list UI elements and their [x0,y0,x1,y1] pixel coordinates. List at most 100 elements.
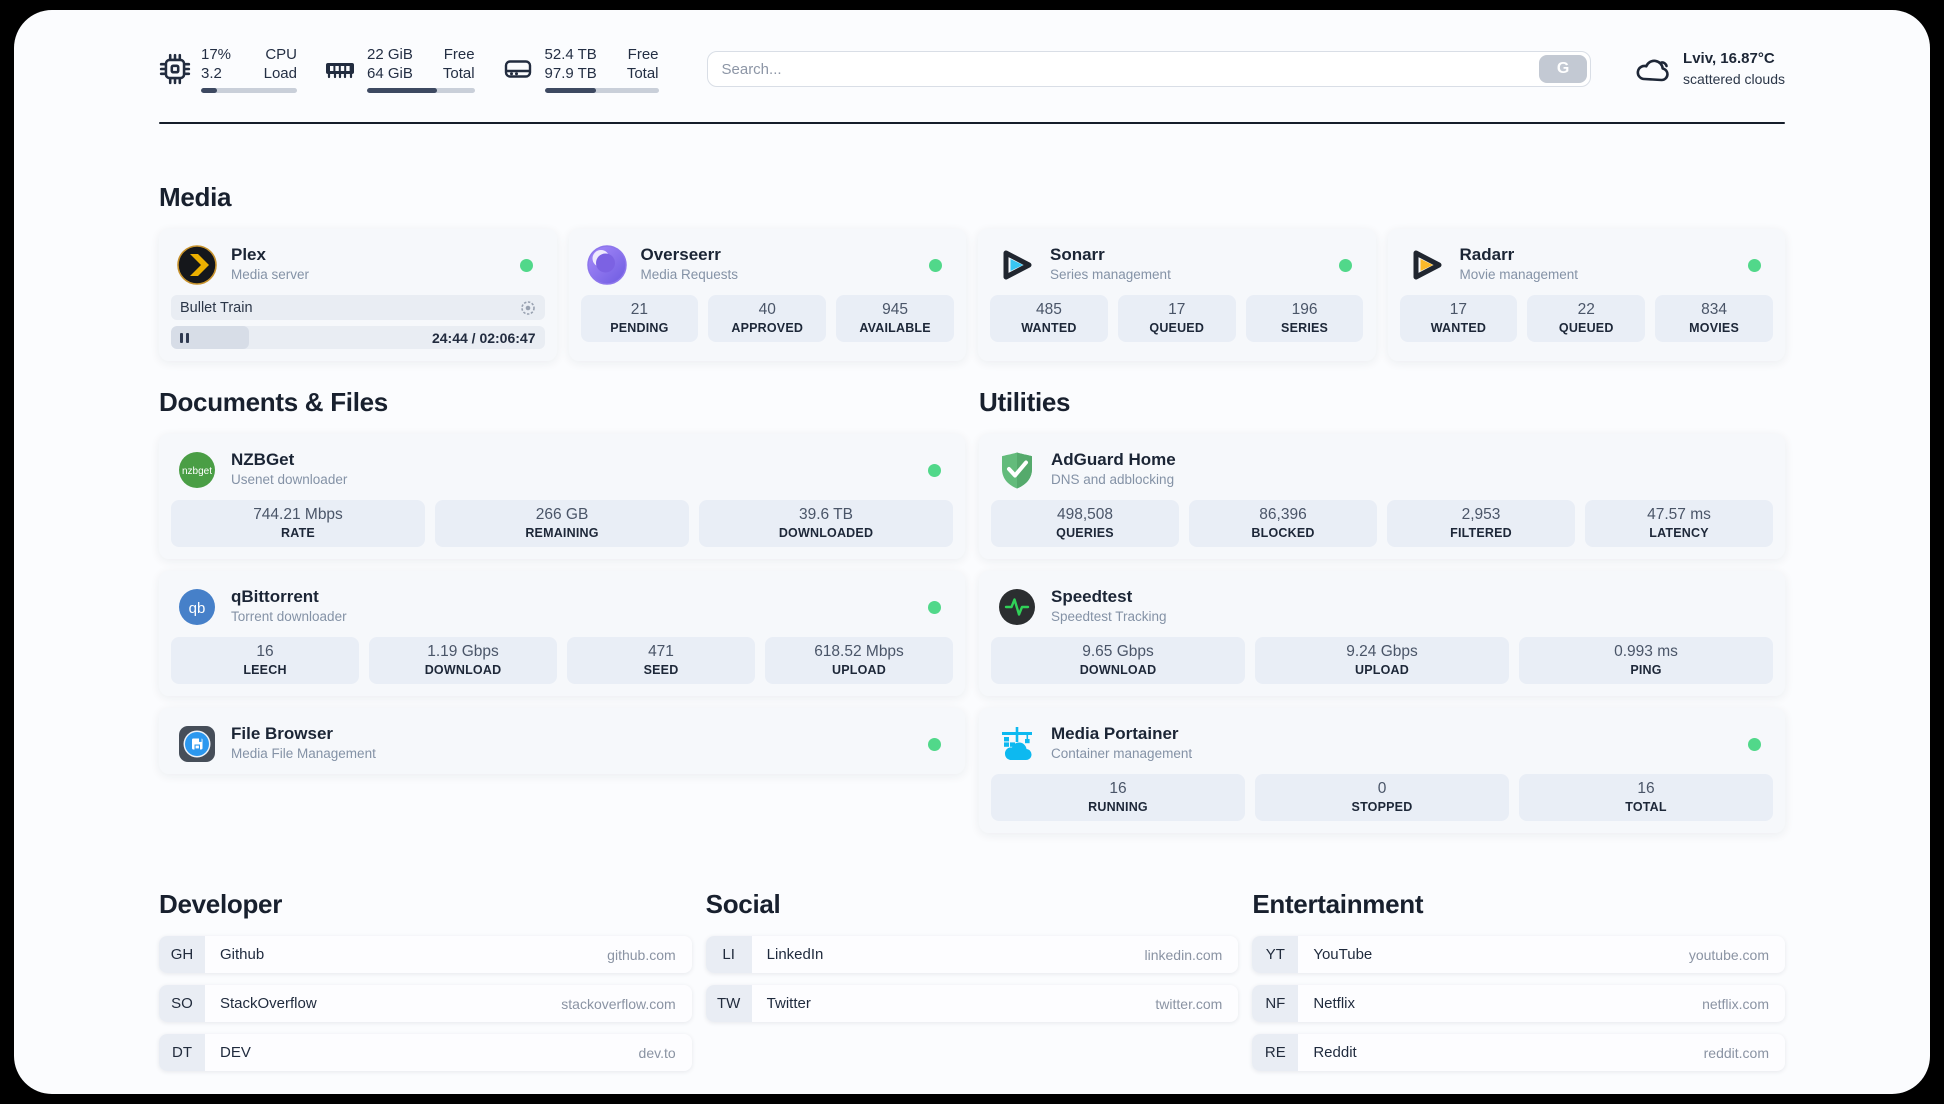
status-online-dot [928,600,941,614]
speedtest-icon [999,589,1035,625]
ram-total-label: Total [442,65,475,82]
app-card-qbittorrent[interactable]: qb qBittorrent Torrent downloader 16 [159,571,965,696]
app-description: Speedtest Tracking [1051,609,1167,624]
stat-value: 945 [882,300,908,318]
link-name: Twitter [766,995,811,1012]
stat-value: 9.65 Gbps [1082,642,1154,660]
stat-label: DOWNLOAD [424,662,502,677]
app-card-portainer[interactable]: Media Portainer Container management 16 … [979,708,1785,833]
link-row-reddit[interactable]: RE Reddit reddit.com [1252,1034,1785,1071]
cloud-icon [1636,59,1669,82]
stat-box: 22 QUEUED [1527,295,1646,342]
ram-free-label: Free [443,46,475,63]
status-online-dot [928,737,941,751]
stat-value: 17 [1168,300,1186,318]
stat-box: 744.21 Mbps RATE [171,500,425,547]
disk-free-value: 52.4 TB [544,46,597,63]
stat-box: 86,396 BLOCKED [1189,500,1377,547]
stat-value: 471 [648,642,674,660]
stat-box: 834 MOVIES [1655,295,1773,342]
documents-column: Documents & Files nzbget NZBGet Usenet d… [159,387,965,833]
status-online-dot [1338,258,1352,272]
cpu-load-label: Load [263,65,297,82]
stat-label: SERIES [1281,320,1329,335]
dashboard-page: 17% 3.2 CPU Load [14,10,1930,1094]
link-row-dev[interactable]: DT DEV dev.to [159,1034,692,1071]
app-card-sonarr[interactable]: Sonarr Series management 485 WANTED 17 Q… [978,229,1376,361]
session-icon[interactable] [520,300,536,316]
app-name: Radarr [1459,245,1515,264]
link-row-netflix[interactable]: NF Netflix netflix.com [1252,985,1785,1022]
app-description: Torrent downloader [231,609,347,624]
link-abbr: RE [1252,1034,1299,1071]
ram-progress-bar [367,88,475,93]
stat-label: MOVIES [1689,320,1739,335]
disk-stat: 52.4 TB 97.9 TB Free Total [501,45,659,93]
link-row-twitter[interactable]: TW Twitter twitter.com [705,985,1239,1022]
app-card-plex[interactable]: Plex Media server Bullet Train 24:44 / 0… [159,229,557,361]
link-row-linkedin[interactable]: LI LinkedIn linkedin.com [705,936,1239,973]
section-title-social: Social [705,889,781,919]
link-row-stackoverflow[interactable]: SO StackOverflow stackoverflow.com [159,985,692,1022]
utilities-column: Utilities AdGuard Home DNS [979,387,1785,833]
section-title-media: Media [159,182,232,212]
stat-box: 2,953 FILTERED [1387,500,1575,547]
stat-label: QUEUED [1558,320,1614,335]
cpu-icon [159,53,191,85]
status-online-dot [1748,258,1761,272]
stat-value: 9.24 Gbps [1346,642,1418,660]
stat-box: 498,508 QUERIES [991,500,1179,547]
stat-label: FILTERED [1450,525,1512,540]
stat-value: 86,396 [1259,505,1307,523]
weather-widget: Lviv, 16.87°C scattered clouds [1633,49,1785,89]
stat-label: STOPPED [1351,799,1413,814]
disk-icon [504,60,531,78]
stat-value: 1.19 Gbps [427,642,499,660]
cpu-progress-bar [201,88,297,93]
now-playing-row: Bullet Train [171,295,545,320]
stat-label: SEED [643,662,679,677]
nzbget-icon: nzbget [179,452,215,488]
app-card-radarr[interactable]: Radarr Movie management 17 WANTED 22 QUE… [1387,229,1785,361]
link-row-github[interactable]: GH Github github.com [159,936,692,973]
app-card-filebrowser[interactable]: File Browser Media File Management [159,708,965,774]
stat-value: 40 [758,300,776,318]
stat-label: APPROVED [731,320,804,335]
search-bar: G [706,51,1592,87]
stat-label: QUEUED [1149,320,1205,335]
stat-value: 485 [1035,300,1062,318]
app-card-adguard[interactable]: AdGuard Home DNS and adblocking 498,508 … [979,434,1785,559]
stat-box: 16 LEECH [171,637,359,684]
link-name: StackOverflow [220,995,317,1012]
status-online-dot [929,258,942,272]
playback-progress: 24:44 / 02:06:47 [171,326,545,349]
app-card-overseerr[interactable]: Overseerr Media Requests 21 PENDING 40 A… [568,229,966,361]
stat-label: UPLOAD [832,662,886,677]
search-input[interactable] [707,52,1537,86]
app-name: Plex [231,245,266,264]
section-title-documents: Documents & Files [159,387,388,417]
app-name: Sonarr [1050,245,1105,264]
playback-time: 24:44 / 02:06:47 [431,329,536,346]
overseerr-icon [586,245,627,285]
link-row-youtube[interactable]: YT YouTube youtube.com [1252,936,1785,973]
portainer-icon [1002,727,1032,761]
stat-value: 2,953 [1461,505,1501,523]
svg-text:qb: qb [189,600,206,617]
pause-icon[interactable] [180,332,189,343]
app-card-speedtest[interactable]: Speedtest Speedtest Tracking 9.65 Gbps D… [979,571,1785,696]
now-playing-title: Bullet Train [180,299,253,316]
stat-value: 16 [256,642,274,660]
app-card-nzbget[interactable]: nzbget NZBGet Usenet downloader 744.21 M… [159,434,965,559]
stat-value: 47.57 ms [1647,505,1711,523]
link-name: Github [220,946,265,963]
link-url: reddit.com [1703,1044,1769,1061]
stat-box: 9.65 Gbps DOWNLOAD [991,637,1245,684]
section-title-entertainment: Entertainment [1252,889,1424,919]
disk-total-label: Total [626,65,659,82]
search-engine-button[interactable]: G [1539,55,1588,83]
app-name: Speedtest [1051,587,1133,606]
stat-value: 22 [1577,300,1595,318]
weather-location: Lviv, 16.87°C [1683,50,1775,67]
stat-label: WANTED [1430,320,1487,335]
